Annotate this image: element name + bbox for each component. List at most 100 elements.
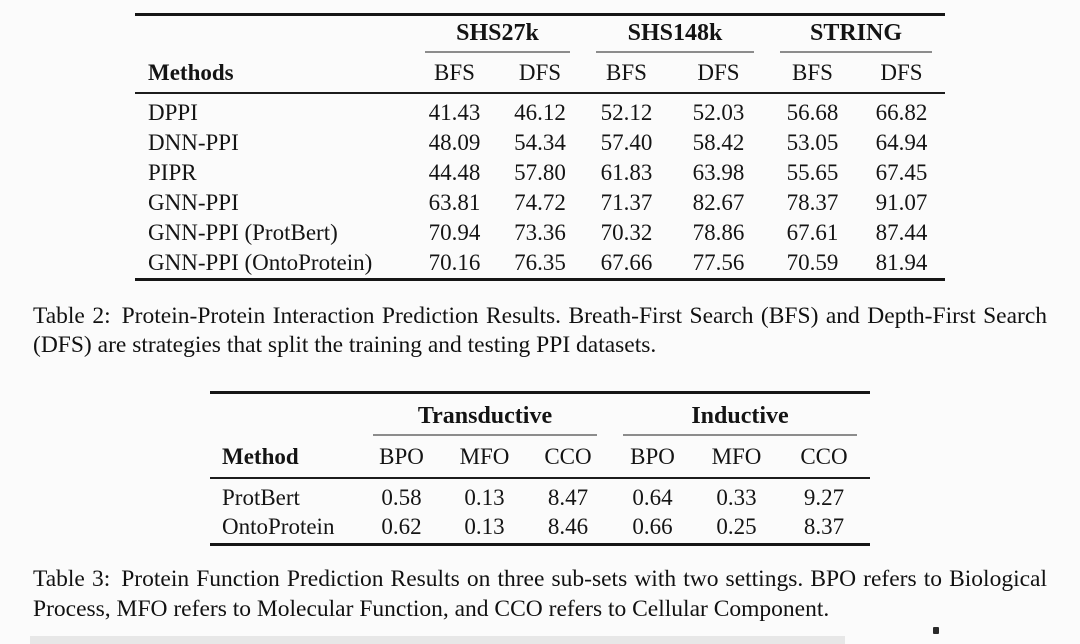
subheader-cell: CCO — [544, 443, 592, 469]
value-cell: 76.35 — [514, 250, 566, 275]
subheader-cell: BFS — [792, 59, 833, 85]
value-cell: 66.82 — [875, 100, 928, 125]
value-cell: 55.65 — [786, 160, 839, 185]
value-cell: 58.42 — [692, 130, 745, 155]
table3-mid-rule — [210, 477, 870, 479]
method-cell: ProtBert — [222, 485, 300, 510]
method-cell: DNN-PPI — [148, 130, 239, 155]
table-row: OntoProtein 0.62 0.13 8.46 0.66 0.25 8.3… — [210, 512, 870, 541]
table2-top-rule — [135, 13, 945, 16]
value-cell: 52.03 — [692, 100, 745, 125]
table2-group-shs148k: SHS148k — [583, 16, 767, 53]
cmidrule — [425, 51, 570, 53]
page-speck-artifact — [933, 627, 939, 634]
value-cell: 70.16 — [428, 250, 481, 275]
value-cell: 78.86 — [692, 220, 745, 245]
method-header: Method — [222, 443, 299, 469]
value-cell: 82.67 — [692, 190, 745, 215]
value-cell: 61.83 — [600, 160, 653, 185]
value-cell: 56.68 — [786, 100, 839, 125]
value-cell: 0.13 — [464, 514, 505, 539]
value-cell: 74.72 — [514, 190, 566, 215]
value-cell: 8.47 — [547, 485, 589, 510]
table3-group-spacer — [210, 394, 360, 436]
subheader-cell: MFO — [459, 443, 510, 469]
value-cell: 41.43 — [428, 100, 481, 125]
method-cell: DPPI — [148, 100, 198, 125]
table3-group-inductive: Inductive — [610, 394, 870, 436]
table-row: GNN-PPI 63.81 74.72 71.37 82.67 78.37 91… — [135, 188, 945, 218]
value-cell: 70.94 — [428, 220, 481, 245]
value-cell: 87.44 — [875, 220, 928, 245]
table2-bottom-rule — [135, 278, 945, 281]
cmidrule — [780, 51, 932, 53]
table2-mid-rule — [135, 92, 945, 94]
value-cell: 73.36 — [514, 220, 566, 245]
table-row: PIPR 44.48 57.80 61.83 63.98 55.65 67.45 — [135, 158, 945, 188]
table3-caption: Table 3: Protein Function Prediction Resu… — [33, 564, 1047, 624]
subheader-cell: BFS — [434, 59, 475, 85]
table2: SHS27k SHS148k STRING Methods BFS DFS BF… — [135, 13, 945, 281]
group-label: Transductive — [417, 402, 553, 429]
method-cell: OntoProtein — [222, 514, 335, 539]
value-cell: 48.09 — [428, 130, 481, 155]
group-label: SHS148k — [627, 19, 723, 46]
value-cell: 54.34 — [514, 130, 566, 155]
subheader-cell: CCO — [800, 443, 848, 469]
value-cell: 9.27 — [803, 485, 845, 510]
caption-label: Table 2: — [33, 303, 111, 329]
value-cell: 53.05 — [786, 130, 839, 155]
method-cell: PIPR — [148, 160, 197, 185]
table2-caption: Table 2: Protein-Protein Interaction Pred… — [33, 302, 1047, 360]
table3: Transductive Inductive Method BPO MFO CC… — [210, 391, 870, 546]
table-row: DNN-PPI 48.09 54.34 57.40 58.42 53.05 64… — [135, 128, 945, 158]
cmidrule — [596, 51, 754, 53]
subheader-cell: MFO — [711, 443, 762, 469]
value-cell: 0.25 — [716, 514, 757, 539]
table-row: GNN-PPI (OntoProtein) 70.16 76.35 67.66 … — [135, 248, 945, 278]
table-row: DPPI 41.43 46.12 52.12 52.03 56.68 66.82 — [135, 98, 945, 128]
value-cell: 70.59 — [786, 250, 839, 275]
value-cell: 70.32 — [600, 220, 653, 245]
value-cell: 63.81 — [428, 190, 481, 215]
table2-group-header-row: SHS27k SHS148k STRING — [135, 16, 945, 53]
cmidrule — [373, 434, 597, 436]
table-row: GNN-PPI (ProtBert) 70.94 73.36 70.32 78.… — [135, 218, 945, 248]
value-cell: 44.48 — [428, 160, 481, 185]
table3-bottom-rule — [210, 543, 870, 546]
value-cell: 67.66 — [600, 250, 653, 275]
value-cell: 57.80 — [514, 160, 566, 185]
subheader-cell: BFS — [606, 59, 647, 85]
table2-group-spacer — [135, 16, 412, 53]
value-cell: 0.33 — [716, 485, 757, 510]
value-cell: 64.94 — [875, 130, 928, 155]
methods-header: Methods — [148, 59, 234, 85]
value-cell: 0.58 — [381, 485, 422, 510]
value-cell: 77.56 — [692, 250, 745, 275]
value-cell: 0.62 — [381, 514, 422, 539]
group-label: STRING — [809, 19, 903, 46]
subheader-cell: BPO — [630, 443, 675, 469]
value-cell: 0.13 — [464, 485, 505, 510]
value-cell: 8.37 — [803, 514, 845, 539]
table3-top-rule — [210, 391, 870, 394]
page-bottom-strip — [30, 636, 845, 644]
value-cell: 57.40 — [600, 130, 653, 155]
table2-subheader-row: Methods BFS DFS BFS DFS BFS DFS — [135, 53, 945, 92]
table3-body: ProtBert 0.58 0.13 8.47 0.64 0.33 9.27 O… — [210, 479, 870, 543]
group-label: Inductive — [691, 402, 789, 429]
caption-text: Protein-Protein Interaction Prediction R… — [33, 303, 1048, 358]
value-cell: 67.61 — [786, 220, 839, 245]
value-cell: 0.66 — [632, 514, 673, 539]
table-row: ProtBert 0.58 0.13 8.47 0.64 0.33 9.27 — [210, 483, 870, 512]
subheader-cell: BPO — [379, 443, 424, 469]
value-cell: 67.45 — [875, 160, 928, 185]
value-cell: 52.12 — [600, 100, 653, 125]
value-cell: 8.46 — [547, 514, 589, 539]
table2-group-shs27k: SHS27k — [412, 16, 583, 53]
table3-subheader-row: Method BPO MFO CCO BPO MFO CCO — [210, 436, 870, 477]
subheader-cell: DFS — [697, 59, 740, 85]
table2-body: DPPI 41.43 46.12 52.12 52.03 56.68 66.82… — [135, 94, 945, 278]
value-cell: 71.37 — [600, 190, 653, 215]
table3-group-header-row: Transductive Inductive — [210, 394, 870, 436]
